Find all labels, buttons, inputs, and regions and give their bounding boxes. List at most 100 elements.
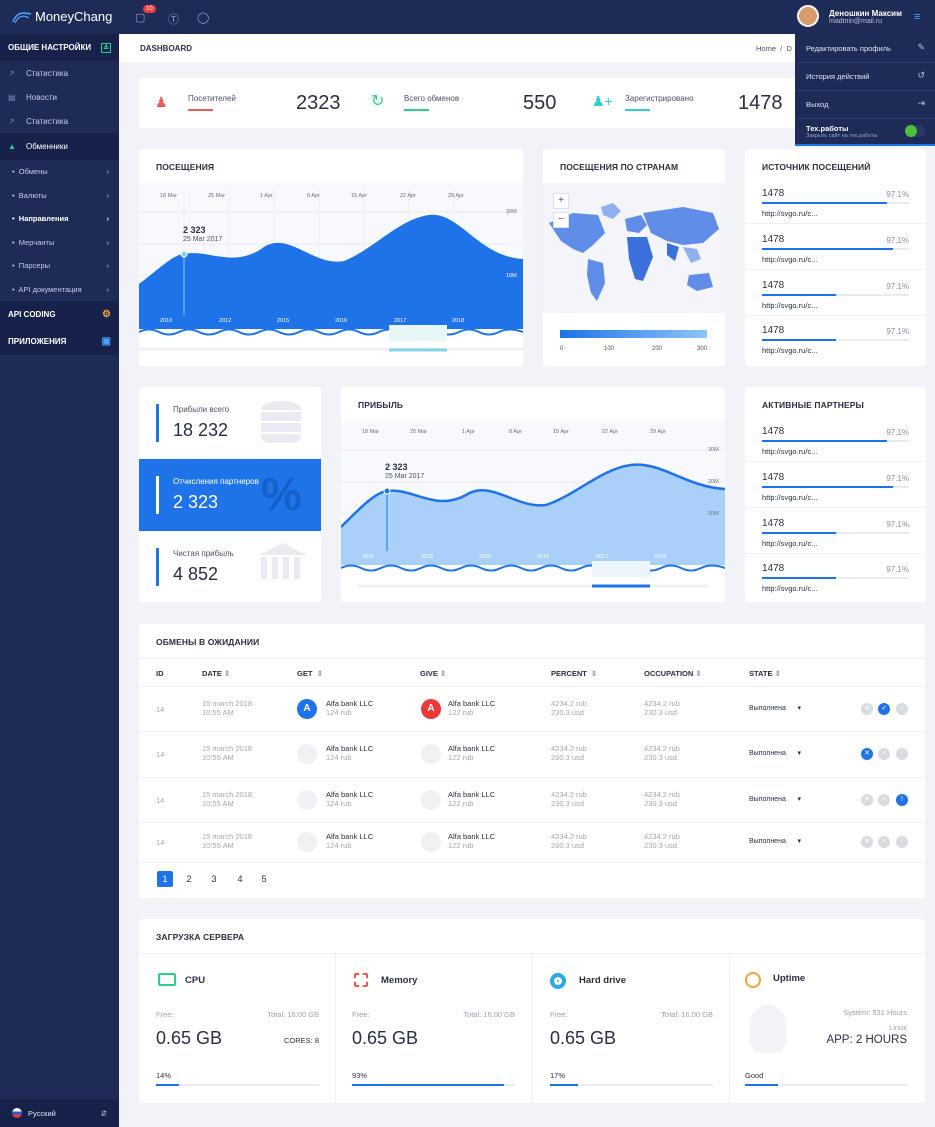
- page-2-button[interactable]: 2: [186, 874, 192, 884]
- state-select[interactable]: Выполнена ▾: [749, 704, 801, 712]
- year-label: 2017: [394, 318, 407, 324]
- get-bank: Alfa bank LLC: [326, 832, 374, 841]
- stat-value: 550: [523, 92, 557, 114]
- bank-logo-icon: A: [297, 698, 317, 719]
- source-count: 1478: [762, 325, 785, 336]
- approve-button[interactable]: ✓: [878, 702, 890, 715]
- app-logo[interactable]: MoneyChang: [12, 9, 112, 24]
- sources-card: ИСТОЧНИК ПОСЕЩЕНИЙ 1478 97.1% http://svgo.…: [745, 149, 926, 366]
- percent-icon: %: [261, 468, 302, 520]
- reject-button[interactable]: ✕: [861, 747, 873, 760]
- menu-history[interactable]: История действий: [806, 72, 870, 81]
- maintenance-toggle[interactable]: [905, 125, 925, 137]
- breadcrumb-home[interactable]: Home / D: [756, 44, 792, 53]
- profit-chart-card: ПРИБЫЛЬ 18 Mar 25 Mar 1 Apr 8 Apr 15 Apr…: [341, 387, 725, 602]
- server-load-card: ЗАГРУЗКА СЕРВЕРА: [139, 919, 925, 1103]
- alert-button[interactable]: !: [896, 747, 908, 760]
- col-header-date[interactable]: DATE ⇕: [202, 669, 230, 678]
- sidebar-section-apps[interactable]: ПРИЛОЖЕНИЯ ▣: [0, 328, 119, 355]
- settings-sliders-icon[interactable]: ≡: [914, 11, 921, 23]
- news-icon: ▤: [8, 92, 16, 102]
- table-row[interactable]: [139, 777, 925, 822]
- page-1-button[interactable]: 1: [157, 871, 173, 887]
- zoom-in-button[interactable]: +: [553, 193, 569, 209]
- state-value: Выполнена: [749, 749, 786, 757]
- alert-button[interactable]: !: [896, 702, 908, 715]
- sidebar-section-general[interactable]: ОБЩИЕ НАСТРОЙКИ ≜: [0, 34, 119, 61]
- state-select[interactable]: Выполнена ▾: [749, 795, 801, 803]
- sidebar-sub-directions[interactable]: • Направления ›: [0, 207, 119, 231]
- visits-chart-card: ПОСЕЩЕНИЯ 18 Mar 25 Mar 1 Apr 8 Apr 15 A…: [139, 149, 523, 366]
- menu-edit-profile[interactable]: Редактировать профиль: [806, 44, 891, 53]
- state-select[interactable]: Выполнена ▾: [749, 749, 801, 757]
- stats-card: ♟ Посетителей 2323 ↻ Всего обменов 550 ♟…: [139, 78, 804, 128]
- sidebar-item-news[interactable]: ▤ Новости: [0, 85, 119, 109]
- give-amount: 122 rub: [448, 752, 474, 762]
- sidebar-item-label: Статистика: [26, 68, 69, 78]
- alert-button[interactable]: !: [896, 836, 908, 848]
- messages-icon[interactable]: ▢: [135, 12, 146, 24]
- sidebar-item-stats[interactable]: ↗ Статистика: [0, 61, 119, 85]
- visits-chart[interactable]: [139, 149, 523, 366]
- sidebar-item-exchangers[interactable]: ▲ Обменники: [0, 133, 119, 160]
- source-count: 1478: [762, 188, 785, 199]
- table-end-line: [139, 862, 925, 863]
- sidebar-sub-exchanges[interactable]: • Обмены ›: [0, 160, 119, 184]
- avatar[interactable]: [797, 5, 819, 27]
- approve-button[interactable]: ✓: [878, 793, 890, 806]
- approve-button[interactable]: ✓: [878, 836, 890, 848]
- total-profit: Прибыли всего 18 232: [139, 387, 321, 459]
- state-select[interactable]: Выполнена ▾: [749, 837, 801, 845]
- sidebar-item-stats-2[interactable]: ↗ Статистика: [0, 109, 119, 133]
- menu-logout[interactable]: Выход: [806, 100, 829, 109]
- page-4-button[interactable]: 4: [237, 874, 243, 884]
- language-selector[interactable]: Русский ⇵: [0, 1099, 119, 1127]
- updown-chevron-icon: ⇵: [100, 1108, 107, 1118]
- progress-fill: [550, 1084, 578, 1086]
- col-header-occupation[interactable]: OCCUPATION ⇕: [644, 669, 702, 678]
- approve-button[interactable]: ✓: [878, 747, 890, 760]
- user-icon[interactable]: ◯: [197, 12, 210, 24]
- world-map[interactable]: + −: [543, 183, 725, 313]
- page-5-button[interactable]: 5: [261, 874, 267, 884]
- col-header-label: PERCENT: [551, 669, 587, 678]
- sidebar-sub-currencies[interactable]: • Валюты ›: [0, 184, 119, 208]
- bank-icon: [259, 543, 307, 555]
- source-bar-fill: [762, 294, 836, 296]
- sidebar-sub-parsers[interactable]: • Парсеры ›: [0, 254, 119, 278]
- x-tick-label: 25 Mar: [208, 193, 226, 199]
- zoom-out-button[interactable]: −: [553, 212, 569, 228]
- partner-url: http://svgo.ru/c...: [762, 584, 818, 593]
- sidebar-section-api-coding[interactable]: API CODING ⚙: [0, 301, 119, 328]
- bank-logo-icon: [297, 743, 317, 764]
- total-value: 18 232: [173, 420, 229, 440]
- dollar-icon[interactable]: Ⓣ: [168, 14, 179, 26]
- reject-button[interactable]: ✕: [861, 702, 873, 715]
- sidebar-sub-merchants[interactable]: • Мерчанты ›: [0, 231, 119, 255]
- hard-drive-panel: Hard drive Free: Total: 16.00 GB 0.65 GB…: [550, 955, 746, 1090]
- alert-button[interactable]: !: [896, 793, 908, 806]
- reject-button[interactable]: ✕: [861, 836, 873, 848]
- stat-underline: [188, 109, 213, 111]
- col-header-state[interactable]: STATE ⇕: [749, 669, 781, 678]
- percent-rub: 4234.2 rub: [551, 789, 587, 799]
- reject-button[interactable]: ✕: [861, 793, 873, 806]
- col-header-percent[interactable]: PERCENT ⇕: [551, 669, 597, 678]
- pending-exchanges-card: ОБМЕНЫ В ОЖИДАНИИ ID DATE ⇕ GET ⇕ GIVE ⇕…: [139, 624, 925, 898]
- percent-usd: 230.3 usd: [551, 707, 584, 717]
- source-bar: [762, 339, 909, 341]
- sort-icon: ⇕: [591, 669, 598, 678]
- col-header-give[interactable]: GIVE ⇕: [420, 669, 446, 678]
- sidebar-sub-api-docs[interactable]: • API документация ›: [0, 278, 119, 302]
- user-name[interactable]: Деношкин Максим: [829, 9, 903, 18]
- table-row[interactable]: [139, 822, 925, 862]
- bank-logo-icon: [421, 832, 441, 852]
- profit-chart[interactable]: [341, 387, 725, 602]
- sidebar-sub-label: • Парсеры: [12, 261, 51, 271]
- table-row[interactable]: [139, 686, 925, 731]
- table-row[interactable]: [139, 731, 925, 776]
- pencil-icon: ✎: [917, 42, 925, 52]
- database-icon: [261, 401, 301, 445]
- page-3-button[interactable]: 3: [211, 874, 217, 884]
- col-header-get[interactable]: GET ⇕: [297, 669, 323, 678]
